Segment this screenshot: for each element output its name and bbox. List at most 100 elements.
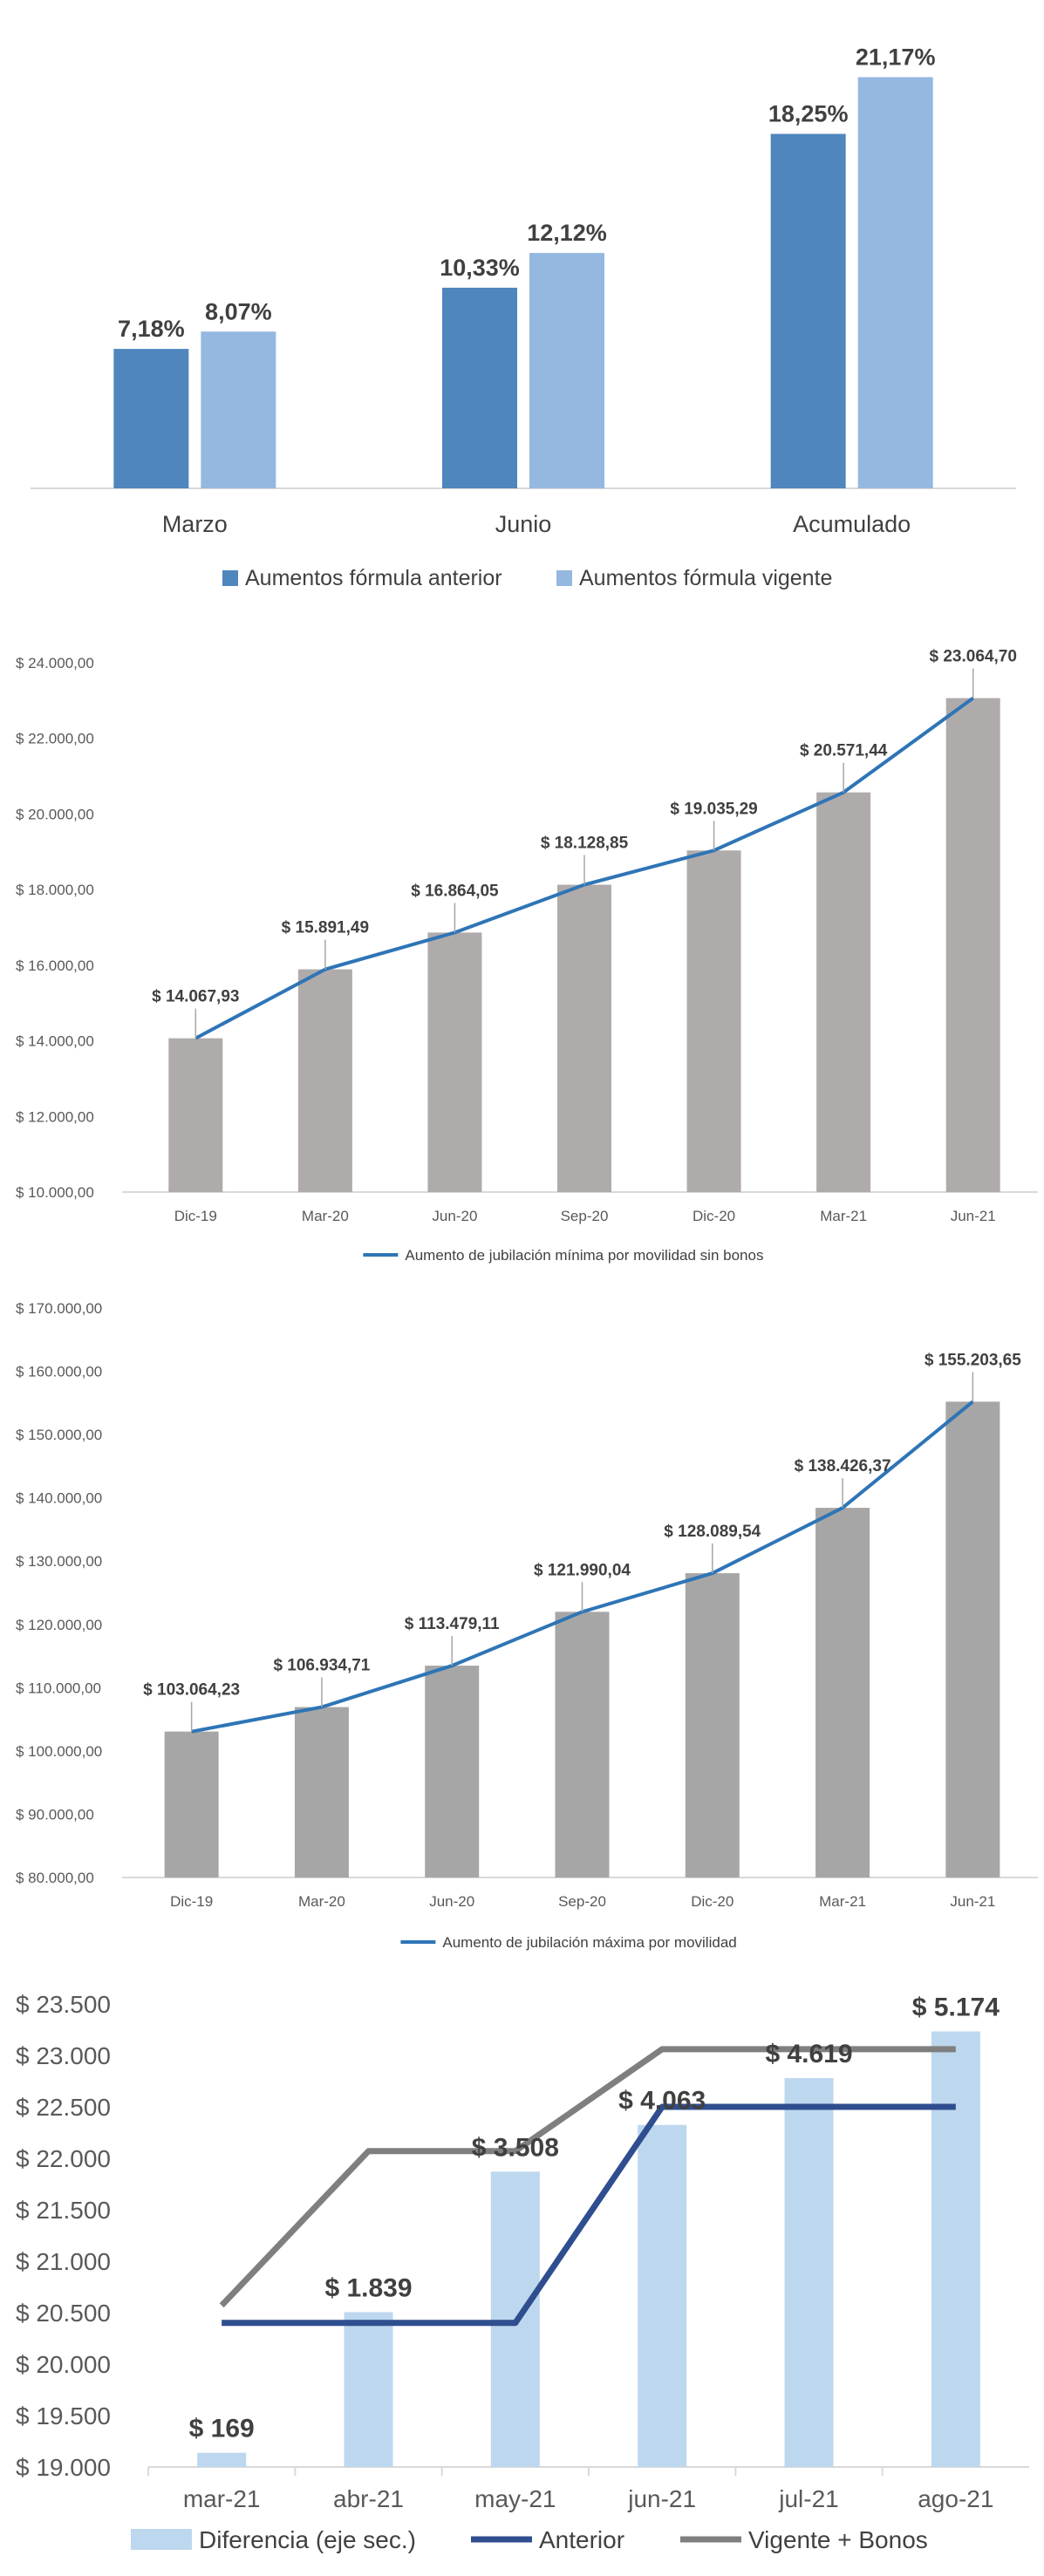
chart3-svg: $ 80.000,00 $ 90.000,00 $ 100.000,00 $ 110.… bbox=[16, 1300, 1038, 1951]
legend-swatch-diferencia bbox=[131, 2529, 192, 2550]
data-label: $ 18.128,85 bbox=[541, 835, 629, 853]
y-tick-label: $ 24.000,00 bbox=[16, 655, 94, 671]
data-label: $ 155.203,65 bbox=[925, 1351, 1021, 1369]
y-tick-label: $ 22.000,00 bbox=[16, 731, 94, 747]
data-label: $ 4.063 bbox=[618, 2087, 706, 2116]
x-tick-label: jul-21 bbox=[778, 2485, 838, 2512]
data-label: $ 19.035,29 bbox=[670, 800, 757, 818]
y-tick-label: $ 150.000,00 bbox=[16, 1427, 102, 1443]
y-tick-label: $ 23.500 bbox=[16, 1991, 111, 2018]
x-tick-label: Mar-21 bbox=[819, 1893, 866, 1910]
chart1-svg: 7,18% 8,07% Marzo 10,33% 12,12% Junio 18,25% 21… bbox=[31, 44, 1016, 590]
data-label: $ 138.426,37 bbox=[795, 1457, 891, 1475]
legend-label: Diferencia (eje sec.) bbox=[199, 2526, 416, 2553]
bar-diferencia-mar-21 bbox=[197, 2452, 247, 2467]
bar-sep-20 bbox=[557, 884, 611, 1192]
bar-jun-20 bbox=[425, 1666, 480, 1877]
data-label: $ 20.571,44 bbox=[800, 742, 888, 760]
x-tick-label: Mar-20 bbox=[298, 1893, 345, 1910]
y-tick-label: $ 10.000,00 bbox=[16, 1184, 94, 1201]
y-tick-label: $ 14.000,00 bbox=[16, 1033, 94, 1050]
y-tick-label: $ 16.000,00 bbox=[16, 957, 94, 974]
chart2-svg: $ 10.000,00 $ 12.000,00 $ 14.000,00 $ 16.00… bbox=[16, 648, 1038, 1264]
y-tick-label: $ 20.000,00 bbox=[16, 806, 94, 822]
x-tick-label: Jun-20 bbox=[429, 1893, 474, 1910]
bar-dic-19 bbox=[164, 1731, 219, 1877]
bar-jun-20 bbox=[427, 932, 482, 1192]
legend-label: Aumento de jubilación mínima por movilid… bbox=[405, 1247, 763, 1264]
bar-vigente-acumulado bbox=[857, 77, 933, 489]
y-tick-label: $ 19.500 bbox=[16, 2402, 111, 2429]
legend-label: Anterior bbox=[539, 2526, 624, 2553]
data-label: $ 4.619 bbox=[765, 2040, 852, 2068]
bar-anterior-junio bbox=[442, 287, 517, 488]
legend-swatch bbox=[556, 570, 572, 586]
data-label: 7,18% bbox=[118, 316, 185, 342]
y-tick-label: $ 20.500 bbox=[16, 2300, 111, 2327]
y-tick-label: $ 140.000,00 bbox=[16, 1490, 102, 1507]
data-label: $ 23.064,70 bbox=[930, 648, 1017, 666]
y-tick-label: $ 130.000,00 bbox=[16, 1553, 102, 1570]
category-label: Marzo bbox=[162, 511, 228, 537]
y-tick-label: $ 160.000,00 bbox=[16, 1364, 102, 1380]
data-label: 18,25% bbox=[768, 101, 849, 127]
x-tick-label: Sep-20 bbox=[561, 1208, 609, 1224]
y-tick-label: $ 170.000,00 bbox=[16, 1300, 102, 1317]
chart4-svg: $ 19.000 $ 19.500 $ 20.000 $ 20.500 $ 21.000… bbox=[16, 1991, 1029, 2553]
x-tick-label: abr-21 bbox=[333, 2485, 404, 2512]
bar-dic-20 bbox=[686, 850, 741, 1192]
data-label: $ 5.174 bbox=[912, 1993, 1000, 2021]
data-label: $ 113.479,11 bbox=[405, 1615, 500, 1633]
data-label: $ 106.934,71 bbox=[273, 1657, 370, 1675]
legend-label: Aumentos fórmula vigente bbox=[579, 566, 832, 590]
line-anterior bbox=[222, 2103, 956, 2327]
x-tick-label: Dic-19 bbox=[170, 1893, 213, 1910]
x-tick-label: may-21 bbox=[474, 2485, 556, 2512]
chart-difference: $ 19.000 $ 19.500 $ 20.000 $ 20.500 $ 21.000… bbox=[0, 1953, 1044, 2572]
y-tick-label: $ 12.000,00 bbox=[16, 1108, 94, 1125]
x-tick-label: jun-21 bbox=[627, 2485, 696, 2512]
category-label: Acumulado bbox=[793, 511, 911, 537]
data-label: 10,33% bbox=[440, 255, 520, 281]
chart-increase-comparison: 7,18% 8,07% Marzo 10,33% 12,12% Junio 18,25% 21… bbox=[0, 0, 1044, 610]
bar-sep-20 bbox=[555, 1612, 610, 1877]
x-tick-label: Jun-21 bbox=[951, 1208, 996, 1224]
y-tick-label: $ 110.000,00 bbox=[16, 1680, 101, 1696]
data-label: 21,17% bbox=[856, 44, 936, 70]
data-label: $ 103.064,23 bbox=[143, 1681, 240, 1700]
bar-jun-21 bbox=[945, 698, 1000, 1192]
x-tick-label: Dic-19 bbox=[174, 1208, 217, 1224]
category-label: Junio bbox=[495, 511, 552, 537]
data-label: $ 128.089,54 bbox=[664, 1523, 761, 1541]
y-tick-label: $ 80.000,00 bbox=[16, 1870, 94, 1886]
line-vigente-bonos bbox=[219, 2046, 956, 2308]
bar-jun-21 bbox=[945, 1401, 1000, 1877]
bar-vigente-marzo bbox=[201, 331, 276, 488]
y-tick-label: $ 19.000 bbox=[16, 2454, 111, 2481]
chart-max-pension: $ 80.000,00 $ 90.000,00 $ 100.000,00 $ 110.… bbox=[0, 1273, 1044, 1953]
bar-diferencia-jul-21 bbox=[784, 2078, 834, 2467]
bar-dic-20 bbox=[685, 1573, 740, 1877]
x-tick-label: Dic-20 bbox=[691, 1893, 734, 1910]
data-label: $ 15.891,49 bbox=[282, 919, 369, 937]
legend-label: Aumento de jubilación máxima por movilid… bbox=[442, 1934, 736, 1951]
x-tick-label: Sep-20 bbox=[558, 1893, 606, 1910]
legend-label: Vigente + Bonos bbox=[748, 2526, 928, 2553]
y-tick-label: $ 21.000 bbox=[16, 2248, 111, 2275]
x-tick-label: mar-21 bbox=[183, 2485, 261, 2512]
data-label: 8,07% bbox=[205, 298, 272, 324]
x-tick-label: Mar-21 bbox=[820, 1208, 867, 1224]
x-tick-label: Jun-20 bbox=[432, 1208, 477, 1224]
bar-diferencia-jun-21 bbox=[638, 2124, 687, 2467]
data-label: $ 16.864,05 bbox=[411, 882, 499, 900]
x-tick-label: Jun-21 bbox=[950, 1893, 995, 1910]
bar-anterior-marzo bbox=[113, 349, 189, 488]
data-label: $ 1.839 bbox=[324, 2273, 412, 2302]
y-tick-label: $ 21.500 bbox=[16, 2197, 111, 2224]
data-label: 12,12% bbox=[527, 220, 607, 246]
data-label: $ 3.508 bbox=[472, 2133, 559, 2162]
bar-diferencia-abr-21 bbox=[344, 2312, 393, 2467]
y-tick-label: $ 20.000 bbox=[16, 2351, 111, 2378]
data-label: $ 121.990,04 bbox=[534, 1561, 631, 1579]
chart-min-pension: $ 10.000,00 $ 12.000,00 $ 14.000,00 $ 16.00… bbox=[0, 610, 1044, 1273]
